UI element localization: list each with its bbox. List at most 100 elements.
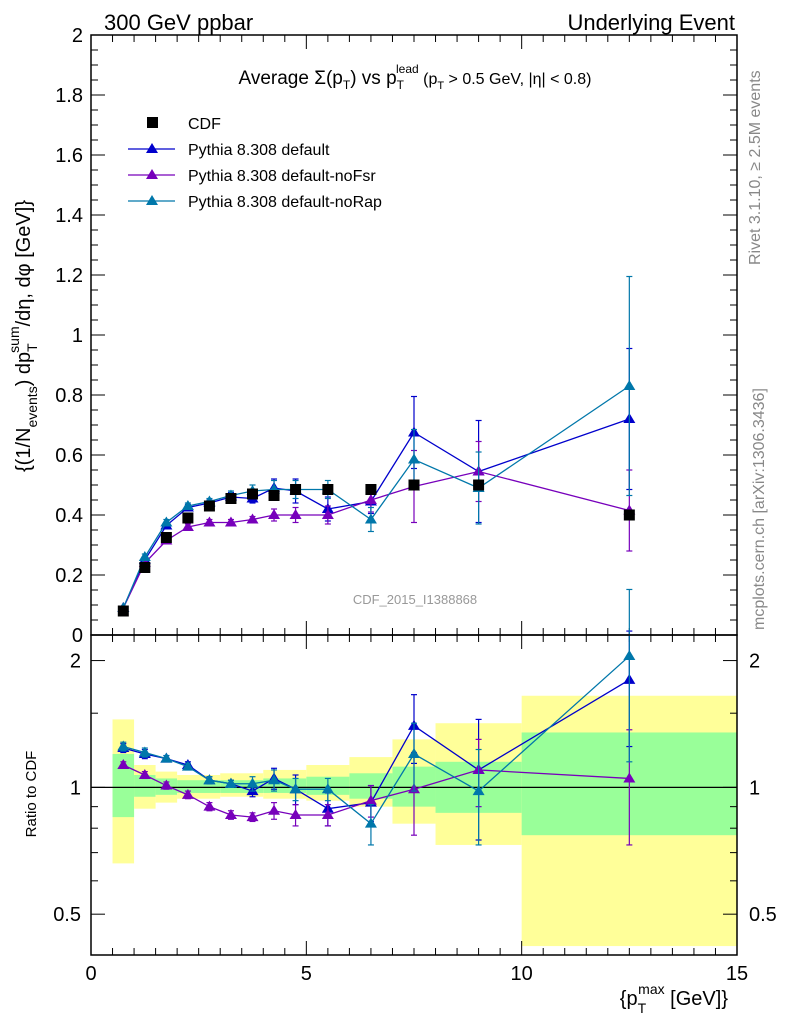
title-sup-lead: lead bbox=[396, 62, 419, 76]
title-part-average: Average bbox=[239, 68, 315, 89]
ratio-ticks: 0.5 0.5 1 1 2 2 0 5 10 15 bbox=[53, 635, 777, 985]
main-point-CDF bbox=[247, 488, 258, 500]
xlabel-part-d: [GeV]} bbox=[665, 988, 729, 1010]
main-point-CDF bbox=[182, 512, 194, 524]
ratio-y-tick-label: 2 bbox=[70, 651, 81, 673]
x-tick-label: 10 bbox=[511, 963, 533, 985]
main-point-CDF bbox=[160, 532, 172, 543]
title-sub-t2: T bbox=[397, 78, 405, 92]
ylabel-sup-sum: sum bbox=[6, 326, 22, 352]
x-tick-label: 5 bbox=[301, 963, 312, 985]
main-point-noFsr bbox=[268, 509, 281, 519]
header-left: 300 GeV ppbar bbox=[104, 10, 253, 35]
band-inner bbox=[134, 774, 156, 797]
main-point-noFsr bbox=[364, 494, 377, 504]
legend-marker-cdf bbox=[147, 117, 158, 128]
xlabel-sub-t: T bbox=[638, 1000, 647, 1016]
main-point-CDF bbox=[268, 490, 280, 501]
main-plot-series bbox=[117, 275, 636, 617]
legend: CDF Pythia 8.308 default Pythia 8.308 de… bbox=[128, 116, 382, 211]
ratio-point-noFsr bbox=[623, 772, 636, 783]
main-point-noRap bbox=[623, 380, 636, 390]
ratio-panel: 0.5 0.5 1 1 2 2 0 5 10 15 bbox=[53, 588, 777, 985]
main-point-noRap bbox=[138, 551, 151, 561]
ratio-point-noFsr bbox=[224, 808, 237, 819]
ratio-y-tick-label-right: 0.5 bbox=[749, 904, 777, 926]
main-point-noRap bbox=[408, 453, 420, 464]
y-tick-label: 0 bbox=[72, 625, 83, 647]
ratio-point-noRap bbox=[472, 785, 485, 796]
main-point-noFsr bbox=[224, 516, 237, 527]
title-sub-t1: T bbox=[343, 78, 351, 92]
ratio-point-noRap bbox=[268, 774, 281, 785]
main-point-CDF bbox=[203, 500, 215, 512]
y-tick-label: 0.6 bbox=[55, 445, 83, 467]
ratio-point-noRap bbox=[364, 817, 377, 828]
ratio-point-noFsr bbox=[203, 800, 216, 811]
legend-marker-norap bbox=[146, 195, 158, 205]
title-part-cuts: > 0.5 GeV, |η| < 0.8) bbox=[444, 71, 591, 88]
xlabel-part-a: {p bbox=[620, 988, 638, 1010]
legend-label-cdf: CDF bbox=[188, 116, 221, 133]
y-tick-label: 0.4 bbox=[55, 505, 83, 527]
legend-label-norap: Pythia 8.308 default-noRap bbox=[188, 194, 382, 211]
main-point-noRap bbox=[364, 513, 377, 524]
main-point-noFsr bbox=[289, 509, 302, 519]
y-tick-label: 0.8 bbox=[55, 385, 83, 407]
main-point-CDF bbox=[225, 493, 237, 504]
ratio-point-noRap bbox=[117, 740, 130, 751]
x-axis-label: {pTmax [GeV]} bbox=[620, 981, 729, 1016]
mcplots-label: mcplots.cern.ch [arXiv:1306.3436] bbox=[751, 388, 768, 630]
main-point-noRap bbox=[160, 516, 173, 527]
main-plot-ticks: 0 0.2 0.4 0.6 0.8 1 1.2 1.4 1.6 1.8 2 bbox=[55, 25, 738, 647]
ratio-point-noFsr bbox=[246, 811, 259, 822]
ylabel-part-f: /dη, dφ [GeV]} bbox=[13, 200, 35, 327]
analysis-watermark: CDF_2015_I1388868 bbox=[353, 592, 477, 607]
ylabel-sub-t: T bbox=[24, 343, 40, 352]
ratio-y-tick-label-right: 2 bbox=[749, 651, 760, 673]
main-point-CDF bbox=[408, 479, 420, 491]
ratio-y-tick-label: 1 bbox=[70, 777, 81, 799]
band-inner bbox=[112, 754, 135, 818]
ratio-point-noFsr bbox=[138, 768, 151, 779]
main-point-CDF bbox=[365, 484, 377, 495]
ratio-point-noRap bbox=[246, 777, 259, 788]
ylabel-part-a: {(1/N bbox=[13, 428, 35, 472]
ratio-point-noFsr bbox=[117, 759, 130, 770]
main-point-noFsr bbox=[181, 521, 194, 531]
ratio-y-tick-label: 0.5 bbox=[53, 904, 81, 926]
y-tick-label: 2 bbox=[72, 25, 83, 47]
ratio-plot-frame bbox=[90, 634, 738, 956]
xlabel-sup-max: max bbox=[638, 981, 664, 997]
x-tick-label: 15 bbox=[726, 963, 748, 985]
title-part-cut: (p bbox=[419, 71, 438, 88]
ratio-point-noRap bbox=[408, 748, 420, 759]
y-tick-label: 1.6 bbox=[55, 145, 83, 167]
main-point-noFsr bbox=[321, 509, 334, 519]
ratio-point-noRap bbox=[203, 774, 216, 785]
legend-marker-nofsr bbox=[146, 169, 158, 179]
y-tick-label: 1.2 bbox=[55, 265, 83, 287]
ratio-point-noRap bbox=[289, 783, 302, 794]
ratio-point-noFsr bbox=[268, 804, 281, 815]
title-part-sigma: Σ(p bbox=[314, 68, 343, 89]
main-y-axis-label: {(1/Nevents) dpTsum/dη, dφ [GeV]} bbox=[6, 200, 40, 472]
ylabel-sub-events: events bbox=[24, 386, 40, 427]
ylabel-part-c: ) dp bbox=[13, 352, 35, 386]
ratio-y-axis-label: Ratio to CDF bbox=[23, 751, 40, 838]
title-sub-t3: T bbox=[437, 80, 444, 92]
ratio-point-noFsr bbox=[364, 794, 377, 805]
ratio-point-noFsr bbox=[321, 808, 334, 819]
rivet-version-label: Rivet 3.1.10, ≥ 2.5M events bbox=[747, 70, 764, 265]
ratio-point-noFsr bbox=[181, 788, 194, 799]
y-tick-label: 1.4 bbox=[55, 205, 83, 227]
main-point-CDF bbox=[139, 562, 151, 573]
ratio-point-noRap bbox=[321, 783, 334, 794]
ratio-series bbox=[117, 588, 636, 846]
ratio-point-noRap bbox=[181, 760, 194, 771]
main-point-CDF bbox=[623, 509, 635, 521]
main-line-default bbox=[122, 418, 630, 609]
main-line-noRap bbox=[122, 385, 630, 609]
main-point-noFsr bbox=[203, 516, 216, 527]
ratio-point-noFsr bbox=[160, 779, 173, 790]
